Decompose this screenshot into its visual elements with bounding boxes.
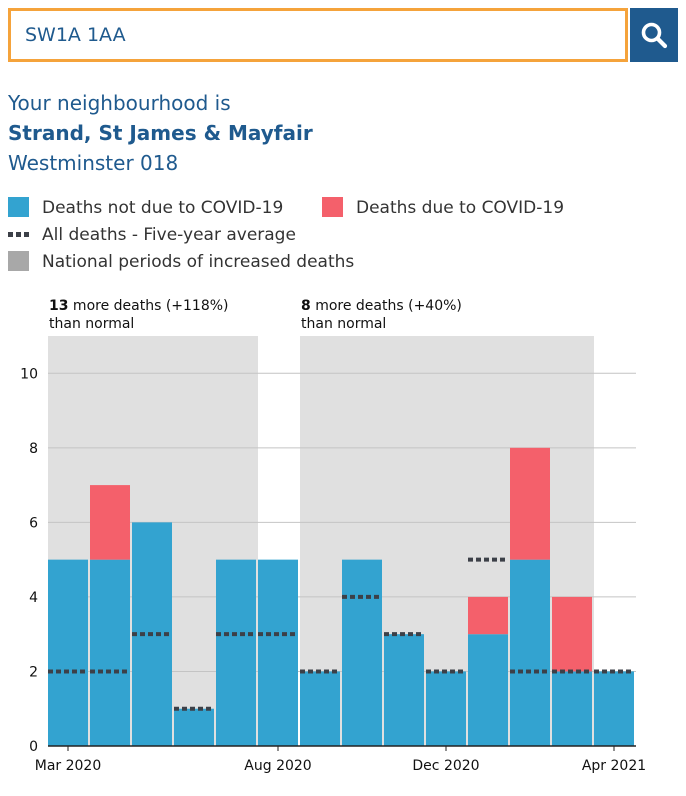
bar-not-covid: [594, 671, 634, 746]
y-tick-label: 10: [20, 366, 38, 382]
period-annotation-count: 13: [49, 298, 68, 314]
search-button[interactable]: [630, 8, 678, 62]
legend-swatch-covid: [322, 197, 343, 217]
bar-covid: [510, 447, 550, 560]
bar-not-covid: [342, 559, 382, 746]
bar-not-covid: [426, 671, 466, 746]
legend-label-average: All deaths - Five-year average: [42, 225, 296, 245]
legend-swatch-periods: [8, 251, 29, 271]
period-annotation-text: more deaths (+40%): [311, 298, 462, 314]
bar-not-covid: [552, 671, 592, 746]
bar-covid: [90, 485, 130, 560]
y-tick-label: 8: [29, 441, 38, 457]
bar-covid: [468, 596, 508, 635]
bar-not-covid: [468, 634, 508, 746]
y-tick-label: 2: [29, 664, 38, 680]
bar-not-covid: [258, 559, 298, 746]
y-tick-label: 0: [29, 739, 38, 755]
neighbourhood-code: Westminster 018: [8, 151, 179, 175]
legend-label-covid: Deaths due to COVID-19: [356, 198, 565, 218]
bar-not-covid: [216, 559, 256, 746]
period-annotation-line2: than normal: [49, 316, 134, 332]
bar-not-covid: [174, 708, 214, 746]
postcode-search-input[interactable]: [8, 8, 628, 62]
bar-not-covid: [384, 634, 424, 746]
bar-not-covid: [48, 559, 88, 746]
period-annotation-line2: than normal: [301, 316, 386, 332]
neighbourhood-info: Your neighbourhood is Strand, St James &…: [8, 88, 313, 178]
period-annotation: 8 more deaths (+40%): [301, 298, 462, 314]
neighbourhood-intro: Your neighbourhood is: [8, 91, 231, 115]
bar-not-covid: [90, 559, 130, 746]
x-tick-label: Dec 2020: [412, 758, 479, 774]
period-annotation-count: 8: [301, 298, 311, 314]
period-annotation-text: more deaths (+118%): [68, 298, 228, 314]
legend-label-periods: National periods of increased deaths: [42, 252, 355, 272]
neighbourhood-name: Strand, St James & Mayfair: [8, 121, 313, 145]
legend-swatch-average: [8, 232, 29, 237]
x-tick-label: Aug 2020: [244, 758, 311, 774]
x-tick-label: Apr 2021: [582, 758, 646, 774]
legend-label-not-covid: Deaths not due to COVID-19: [42, 198, 284, 218]
x-tick-label: Mar 2020: [35, 758, 102, 774]
deaths-chart: 13 more deaths (+118%) than normal 8 more …: [20, 298, 646, 774]
y-tick-label: 6: [29, 515, 38, 531]
bar-not-covid: [510, 559, 550, 746]
legend-swatch-not-covid: [8, 197, 29, 217]
bar-not-covid: [300, 671, 340, 746]
bar-covid: [552, 596, 592, 672]
y-tick-label: 4: [29, 590, 38, 606]
period-annotation: 13 more deaths (+118%): [49, 298, 229, 314]
search-bar: [8, 8, 678, 62]
search-icon: [641, 22, 668, 49]
